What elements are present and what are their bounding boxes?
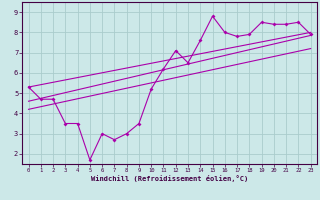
X-axis label: Windchill (Refroidissement éolien,°C): Windchill (Refroidissement éolien,°C) (91, 175, 248, 182)
